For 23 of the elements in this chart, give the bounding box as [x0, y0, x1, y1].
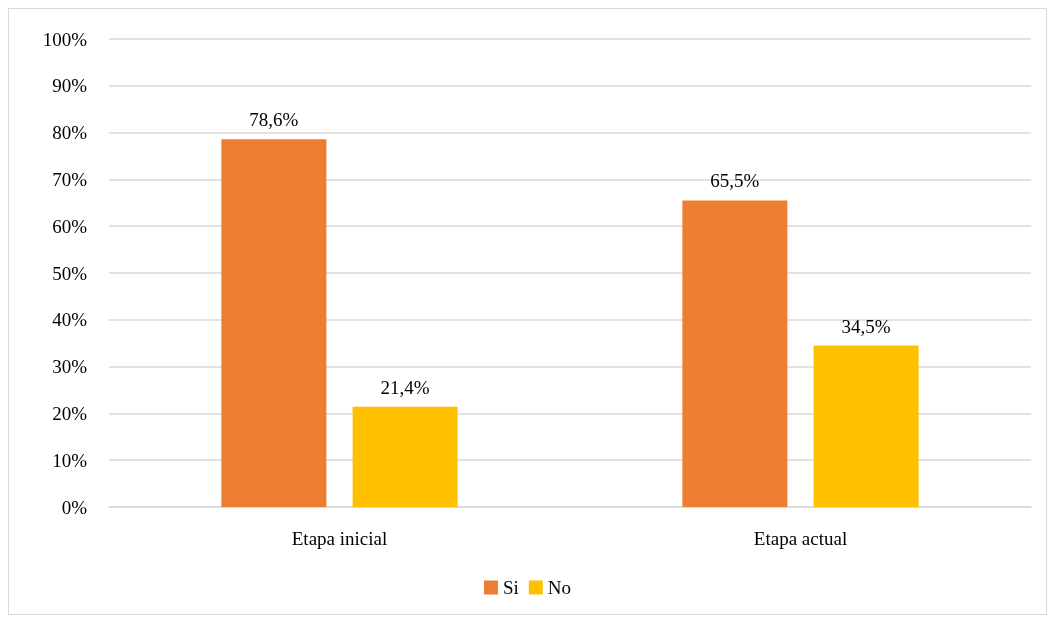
data-label: 65,5% [710, 170, 760, 192]
y-tick-label: 60% [52, 215, 88, 237]
legend-label: No [547, 577, 572, 598]
data-label: 34,5% [841, 315, 891, 337]
legend-label: Si [502, 577, 519, 598]
y-tick-label: 70% [52, 168, 88, 190]
y-tick-label: 80% [52, 122, 88, 144]
y-tick-label: 90% [52, 75, 88, 97]
data-label: 21,4% [380, 376, 430, 398]
y-tick-label: 100% [42, 28, 88, 50]
x-tick-label: Etapa inicial [291, 528, 388, 549]
y-tick-label: 10% [52, 449, 88, 471]
y-tick-label: 50% [52, 262, 88, 284]
y-tick-label: 30% [52, 356, 88, 378]
bar [682, 200, 788, 507]
data-label: 78,6% [249, 109, 299, 131]
bar [813, 345, 919, 507]
y-tick-label: 40% [52, 309, 88, 331]
y-tick-label: 20% [52, 402, 88, 424]
x-tick-label: Etapa actual [753, 528, 848, 549]
bar [352, 406, 458, 507]
y-tick-label: 0% [61, 496, 88, 518]
bar [221, 139, 327, 507]
